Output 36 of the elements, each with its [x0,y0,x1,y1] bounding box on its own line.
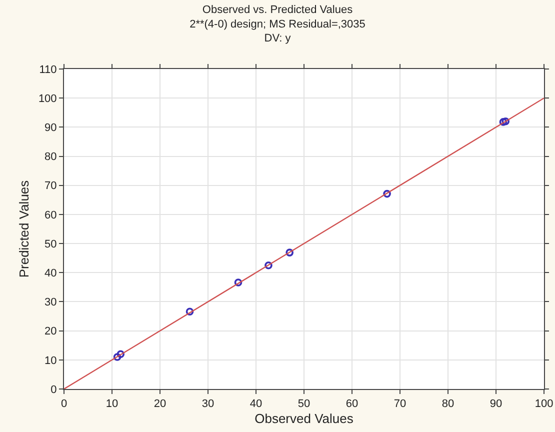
y-tick-label: 10 [44,354,57,367]
y-tick-label: 40 [44,267,57,280]
point [186,308,194,316]
point [234,278,242,286]
point [264,261,272,270]
x-tick-label: 60 [346,398,358,410]
x-tick-label: 90 [490,398,502,410]
x-tick-label: 70 [394,398,406,410]
point [383,190,391,198]
y-tick-label: 20 [44,326,57,338]
chart-title: Observed vs. Predicted Values [202,4,354,16]
y-tick-label: 70 [44,180,57,192]
x-tick-label: 20 [154,398,166,410]
x-tick-label: 0 [60,398,68,410]
y-tick-label: 100 [38,92,57,105]
y-tick-label: 0 [50,384,57,396]
x-tick-label: 100 [534,398,554,410]
point [499,118,508,126]
y-tick-label: 90 [44,122,57,134]
point [113,353,122,361]
point [286,248,294,256]
x-tick-label: 80 [442,398,454,410]
y-tick-label: 110 [39,64,57,76]
y-tick-label: 60 [44,209,57,222]
x-axis-title: Observed Values [254,410,354,426]
y-tick-label: 50 [44,238,57,250]
y-tick-label: 80 [44,151,57,164]
point [116,350,125,358]
x-tick-label: 50 [298,398,310,410]
y-tick-label: 30 [44,296,57,309]
point [502,117,510,126]
y-axis-title: Predicted Values [16,180,32,278]
x-tick-label: 10 [106,398,118,410]
chart-subtitle: 2**(4-0) design; MS Residual=,3035 DV: y [190,18,366,45]
x-tick-label: 30 [202,398,214,410]
x-tick-label: 40 [250,398,262,410]
